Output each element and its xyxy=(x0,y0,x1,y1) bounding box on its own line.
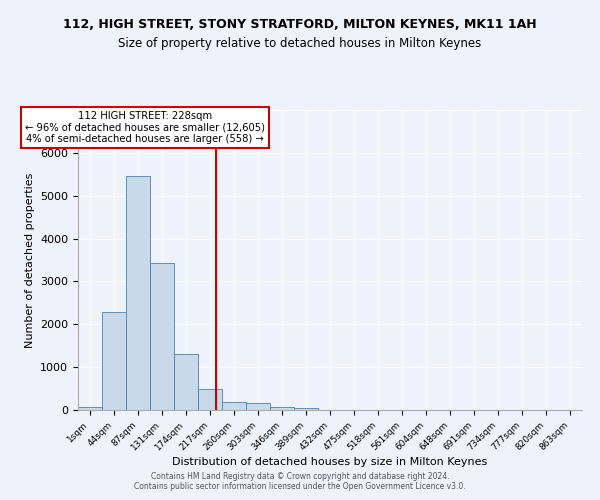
X-axis label: Distribution of detached houses by size in Milton Keynes: Distribution of detached houses by size … xyxy=(172,458,488,468)
Bar xyxy=(294,408,318,410)
Text: Contains HM Land Registry data © Crown copyright and database right 2024.: Contains HM Land Registry data © Crown c… xyxy=(151,472,449,481)
Text: 112, HIGH STREET, STONY STRATFORD, MILTON KEYNES, MK11 1AH: 112, HIGH STREET, STONY STRATFORD, MILTO… xyxy=(63,18,537,30)
Bar xyxy=(222,402,246,410)
Bar xyxy=(126,176,150,410)
Text: Size of property relative to detached houses in Milton Keynes: Size of property relative to detached ho… xyxy=(118,38,482,51)
Bar xyxy=(270,407,294,410)
Bar xyxy=(174,354,198,410)
Bar xyxy=(246,404,270,410)
Bar xyxy=(102,312,126,410)
Text: Contains public sector information licensed under the Open Government Licence v3: Contains public sector information licen… xyxy=(134,482,466,491)
Y-axis label: Number of detached properties: Number of detached properties xyxy=(25,172,35,348)
Bar xyxy=(78,406,102,410)
Bar xyxy=(150,263,174,410)
Text: 112 HIGH STREET: 228sqm
← 96% of detached houses are smaller (12,605)
4% of semi: 112 HIGH STREET: 228sqm ← 96% of detache… xyxy=(25,110,265,144)
Bar xyxy=(198,390,222,410)
